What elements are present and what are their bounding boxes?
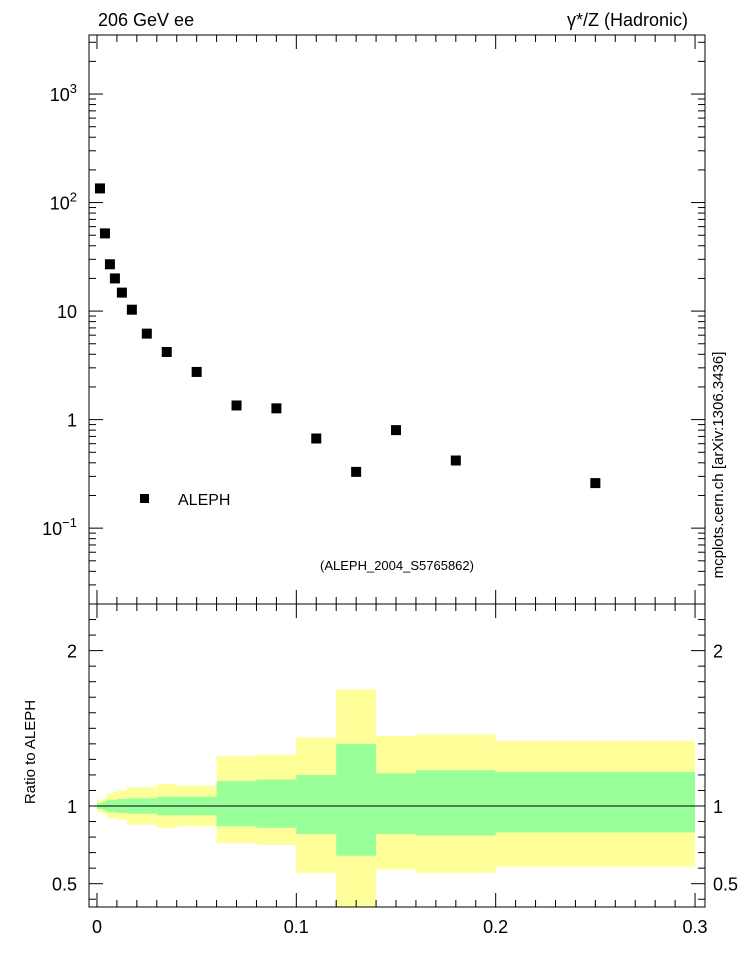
header-right: γ*/Z (Hadronic) bbox=[567, 10, 688, 30]
legend-marker bbox=[140, 494, 149, 503]
data-point bbox=[161, 346, 172, 357]
y-tick-label: 103 bbox=[50, 81, 77, 105]
data-point bbox=[109, 273, 120, 284]
ratio-frame bbox=[88, 603, 706, 908]
main-data-points bbox=[94, 183, 601, 489]
y-tick-label: 10 bbox=[57, 302, 77, 322]
inner-band bbox=[495, 771, 696, 833]
inner-band bbox=[216, 781, 257, 827]
x-tick-label: 0.3 bbox=[683, 917, 708, 937]
data-point bbox=[116, 287, 127, 298]
data-point bbox=[271, 403, 282, 414]
data-point bbox=[141, 328, 152, 339]
side-label: mcplots.cern.ch [arXiv:1306.3436] bbox=[710, 352, 727, 579]
main-frame bbox=[88, 34, 706, 605]
ratio-y-tick-label-left: 2 bbox=[67, 642, 77, 662]
header-left: 206 GeV ee bbox=[98, 10, 194, 30]
watermark: (ALEPH_2004_S5765862) bbox=[320, 558, 474, 573]
data-point bbox=[191, 366, 202, 377]
x-tick-label: 0.2 bbox=[483, 917, 508, 937]
data-point bbox=[94, 183, 105, 194]
data-point bbox=[590, 478, 601, 489]
data-point bbox=[104, 259, 115, 270]
ratio-y-tick-label-right: 2 bbox=[713, 642, 723, 662]
y-tick-label: 102 bbox=[50, 190, 77, 214]
ratio-bands bbox=[96, 689, 696, 907]
ratio-y-tick-label-left: 1 bbox=[67, 797, 77, 817]
data-point bbox=[450, 455, 461, 466]
data-point bbox=[391, 425, 402, 436]
main-y-tick-labels: 10−1 1 10 102 103 bbox=[42, 81, 77, 539]
y-tick-label: 10−1 bbox=[42, 515, 77, 539]
data-point bbox=[351, 466, 362, 477]
data-point bbox=[126, 304, 137, 315]
ratio-panel: 0.5 0.5 1 1 2 2 0 0.1 0.2 0.3 Ratio to ALEPH bbox=[22, 603, 738, 937]
inner-band bbox=[376, 773, 416, 834]
x-tick-labels: 0 0.1 0.2 0.3 bbox=[92, 917, 708, 937]
main-panel: 10−1 1 10 102 103 (ALEPH_2004_S5765862) ALEP… bbox=[42, 34, 706, 605]
legend-label: ALEPH bbox=[178, 492, 230, 509]
y-tick-label: 1 bbox=[67, 411, 77, 431]
main-tick-marks bbox=[89, 35, 705, 605]
ratio-y-tick-labels: 0.5 0.5 1 1 2 2 bbox=[52, 642, 738, 895]
inner-band bbox=[256, 779, 297, 828]
data-point bbox=[231, 400, 242, 411]
x-tick-label: 0.1 bbox=[284, 917, 309, 937]
ratio-tick-marks bbox=[89, 603, 705, 907]
ratio-y-tick-label-right: 0.5 bbox=[713, 875, 738, 895]
ratio-y-tick-label-right: 1 bbox=[713, 797, 723, 817]
data-point bbox=[99, 228, 110, 239]
x-tick-label: 0 bbox=[92, 917, 102, 937]
inner-band bbox=[336, 743, 377, 856]
ratio-y-axis-label: Ratio to ALEPH bbox=[22, 700, 39, 804]
inner-band bbox=[415, 770, 496, 836]
ratio-y-tick-label-left: 0.5 bbox=[52, 875, 77, 895]
data-point bbox=[311, 433, 322, 444]
inner-band bbox=[296, 774, 337, 834]
